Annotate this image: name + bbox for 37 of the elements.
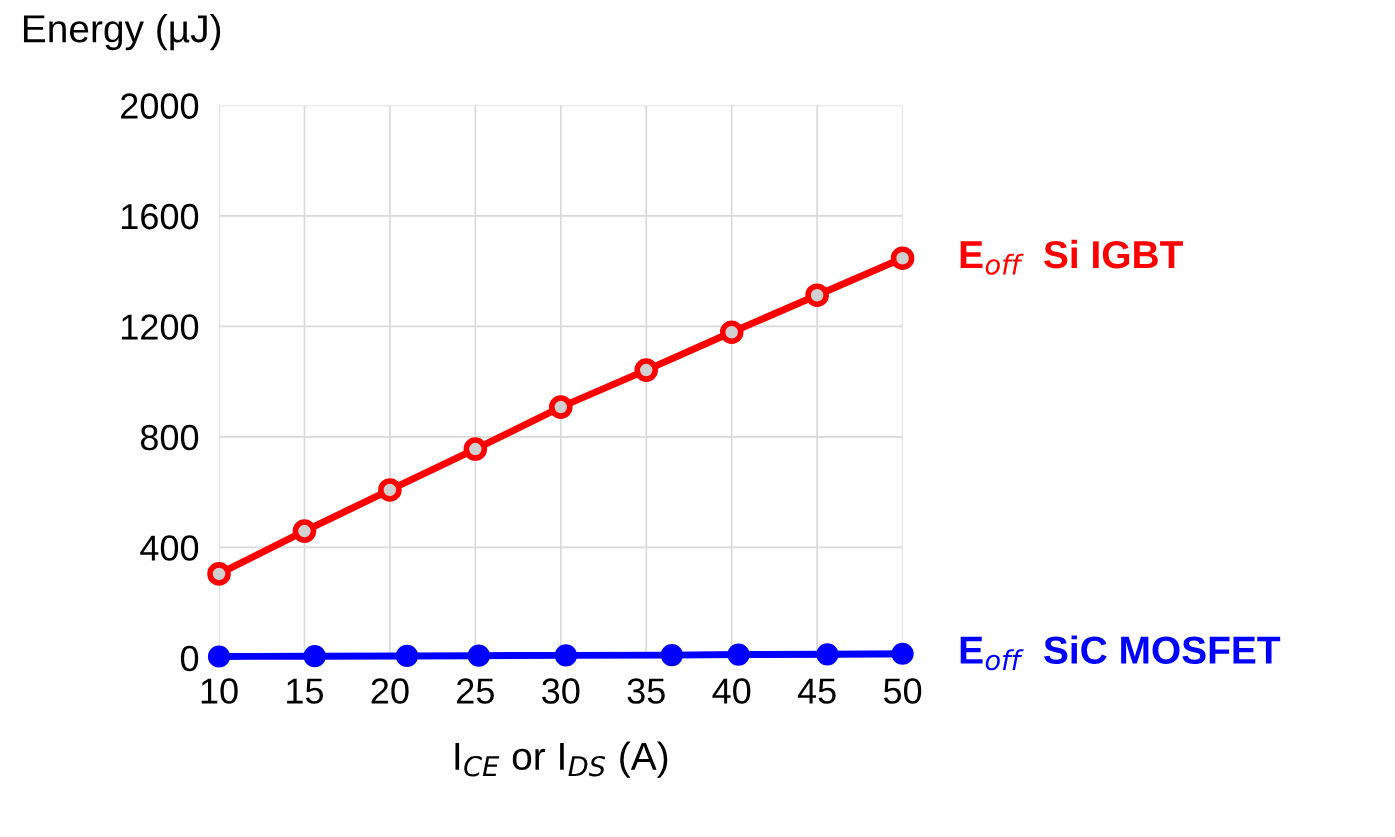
point <box>207 645 231 668</box>
y-tick-label: 1600 <box>122 203 199 230</box>
point <box>805 283 829 308</box>
point <box>395 644 419 668</box>
point <box>463 437 488 461</box>
x-tick-label: 15 <box>287 678 324 704</box>
x-axis-title: I$_{CE}$ or I$_{DS}$ (A) <box>455 741 668 778</box>
x-tick-label: 25 <box>457 678 494 704</box>
x-tick-label: 50 <box>883 678 922 704</box>
y-tick-label: 800 <box>140 424 199 451</box>
series-label: E$_{off}$ SiC MOSFET <box>960 635 1281 671</box>
point <box>467 644 490 667</box>
point <box>890 246 915 271</box>
point <box>660 644 683 667</box>
x-tick-label: 45 <box>797 678 836 704</box>
y-tick-label: 400 <box>140 535 199 561</box>
x-tick-label: 20 <box>371 678 409 704</box>
point <box>727 643 750 666</box>
point <box>891 642 914 665</box>
point <box>634 358 659 382</box>
y-tick-label: 2000 <box>121 93 199 119</box>
y-tick-label: 0 <box>180 645 199 672</box>
x-tick-label: 40 <box>712 678 751 704</box>
x-tick-label: 30 <box>542 678 580 704</box>
y-axis-title: Energy (µJ) <box>23 13 221 51</box>
point <box>292 519 317 543</box>
point <box>816 643 839 666</box>
point <box>378 478 402 502</box>
y-tick-label: 1200 <box>122 314 199 340</box>
x-tick-label: 35 <box>627 678 665 704</box>
series-label: E$_{off}$ Si IGBT <box>960 239 1183 275</box>
x-tick-label: 10 <box>201 678 238 704</box>
point <box>548 395 573 419</box>
point <box>303 645 326 668</box>
point <box>207 562 231 586</box>
point <box>719 320 744 345</box>
point <box>554 644 578 667</box>
